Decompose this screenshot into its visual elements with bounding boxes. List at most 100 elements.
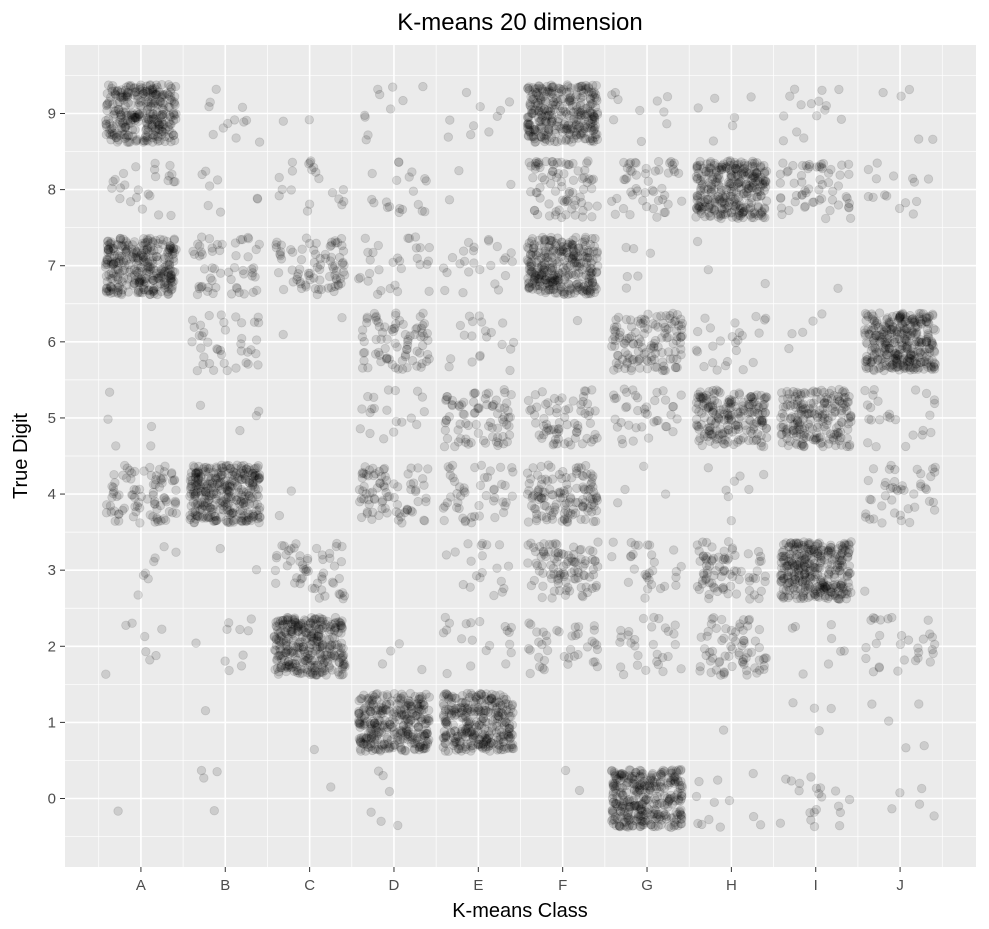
data-point [706, 181, 717, 192]
data-point [131, 266, 142, 277]
data-point [135, 276, 145, 286]
data-point [393, 820, 403, 831]
data-point [485, 466, 496, 476]
data-point [127, 252, 138, 262]
data-point [209, 264, 220, 274]
data-point [283, 646, 293, 656]
data-point [662, 333, 672, 343]
data-point [152, 289, 163, 300]
data-point [123, 287, 134, 297]
data-point [393, 693, 403, 703]
data-point [231, 312, 241, 322]
data-point [415, 348, 425, 358]
data-point [639, 461, 649, 472]
data-point [459, 397, 469, 408]
data-point [147, 236, 158, 247]
data-point [476, 689, 487, 700]
data-point [102, 240, 113, 251]
data-point [132, 91, 143, 101]
data-point [166, 269, 176, 280]
data-point [731, 338, 741, 348]
data-point [531, 513, 542, 524]
data-point [360, 112, 370, 122]
data-point [142, 244, 152, 255]
data-point [150, 122, 160, 133]
data-point [143, 235, 153, 246]
data-point [653, 415, 663, 426]
data-point [712, 365, 722, 375]
data-point [147, 120, 157, 130]
data-point [537, 387, 548, 397]
data-point [120, 241, 130, 251]
data-point [641, 665, 651, 676]
data-point [403, 469, 413, 479]
data-point [754, 402, 764, 413]
data-point [205, 273, 216, 283]
data-point [672, 414, 682, 424]
data-point [121, 82, 132, 92]
data-point [118, 255, 129, 266]
data-point [123, 274, 133, 284]
data-point [648, 639, 659, 650]
data-point [122, 90, 132, 100]
data-point [572, 315, 583, 326]
data-point [626, 365, 637, 376]
data-point [206, 504, 217, 514]
data-point [607, 765, 617, 776]
data-point [148, 129, 158, 140]
data-point [108, 243, 119, 254]
data-point [121, 90, 131, 100]
data-point [418, 81, 428, 92]
data-point [475, 616, 485, 627]
data-point [104, 239, 115, 249]
data-point [135, 277, 145, 287]
data-point [484, 640, 495, 651]
data-point [123, 119, 133, 130]
data-point [622, 271, 633, 282]
data-point [487, 726, 497, 736]
data-point [621, 387, 632, 398]
data-point [667, 160, 678, 170]
data-point [112, 128, 123, 139]
data-point [144, 97, 154, 107]
data-point [731, 589, 742, 599]
data-point [166, 136, 176, 147]
data-point [563, 582, 573, 593]
data-point [106, 135, 116, 145]
data-point [129, 237, 140, 247]
data-point [744, 484, 754, 495]
data-point [137, 250, 148, 261]
data-point [108, 287, 119, 298]
data-point [627, 190, 638, 200]
data-point [133, 255, 144, 266]
data-point [141, 124, 152, 134]
data-point [108, 259, 119, 270]
data-point [274, 172, 284, 183]
data-point [482, 540, 492, 550]
data-point [381, 487, 391, 498]
data-point [165, 160, 175, 171]
data-point [134, 277, 144, 287]
data-point [466, 556, 476, 566]
data-point [364, 268, 375, 279]
data-point [394, 315, 405, 326]
data-point [295, 551, 305, 561]
data-point [464, 311, 475, 321]
data-point [204, 181, 215, 191]
data-point [375, 89, 385, 100]
data-point [522, 489, 533, 499]
data-point [419, 515, 429, 525]
data-point [729, 112, 740, 123]
data-point [359, 711, 369, 721]
data-point [480, 393, 491, 404]
data-point [164, 125, 174, 135]
data-point [136, 263, 146, 273]
data-point [170, 100, 180, 110]
data-point [132, 253, 143, 263]
data-point [523, 130, 534, 141]
data-point [333, 667, 343, 677]
data-point [552, 625, 562, 636]
data-point [676, 664, 686, 674]
data-point [139, 240, 149, 250]
data-point [153, 99, 163, 109]
